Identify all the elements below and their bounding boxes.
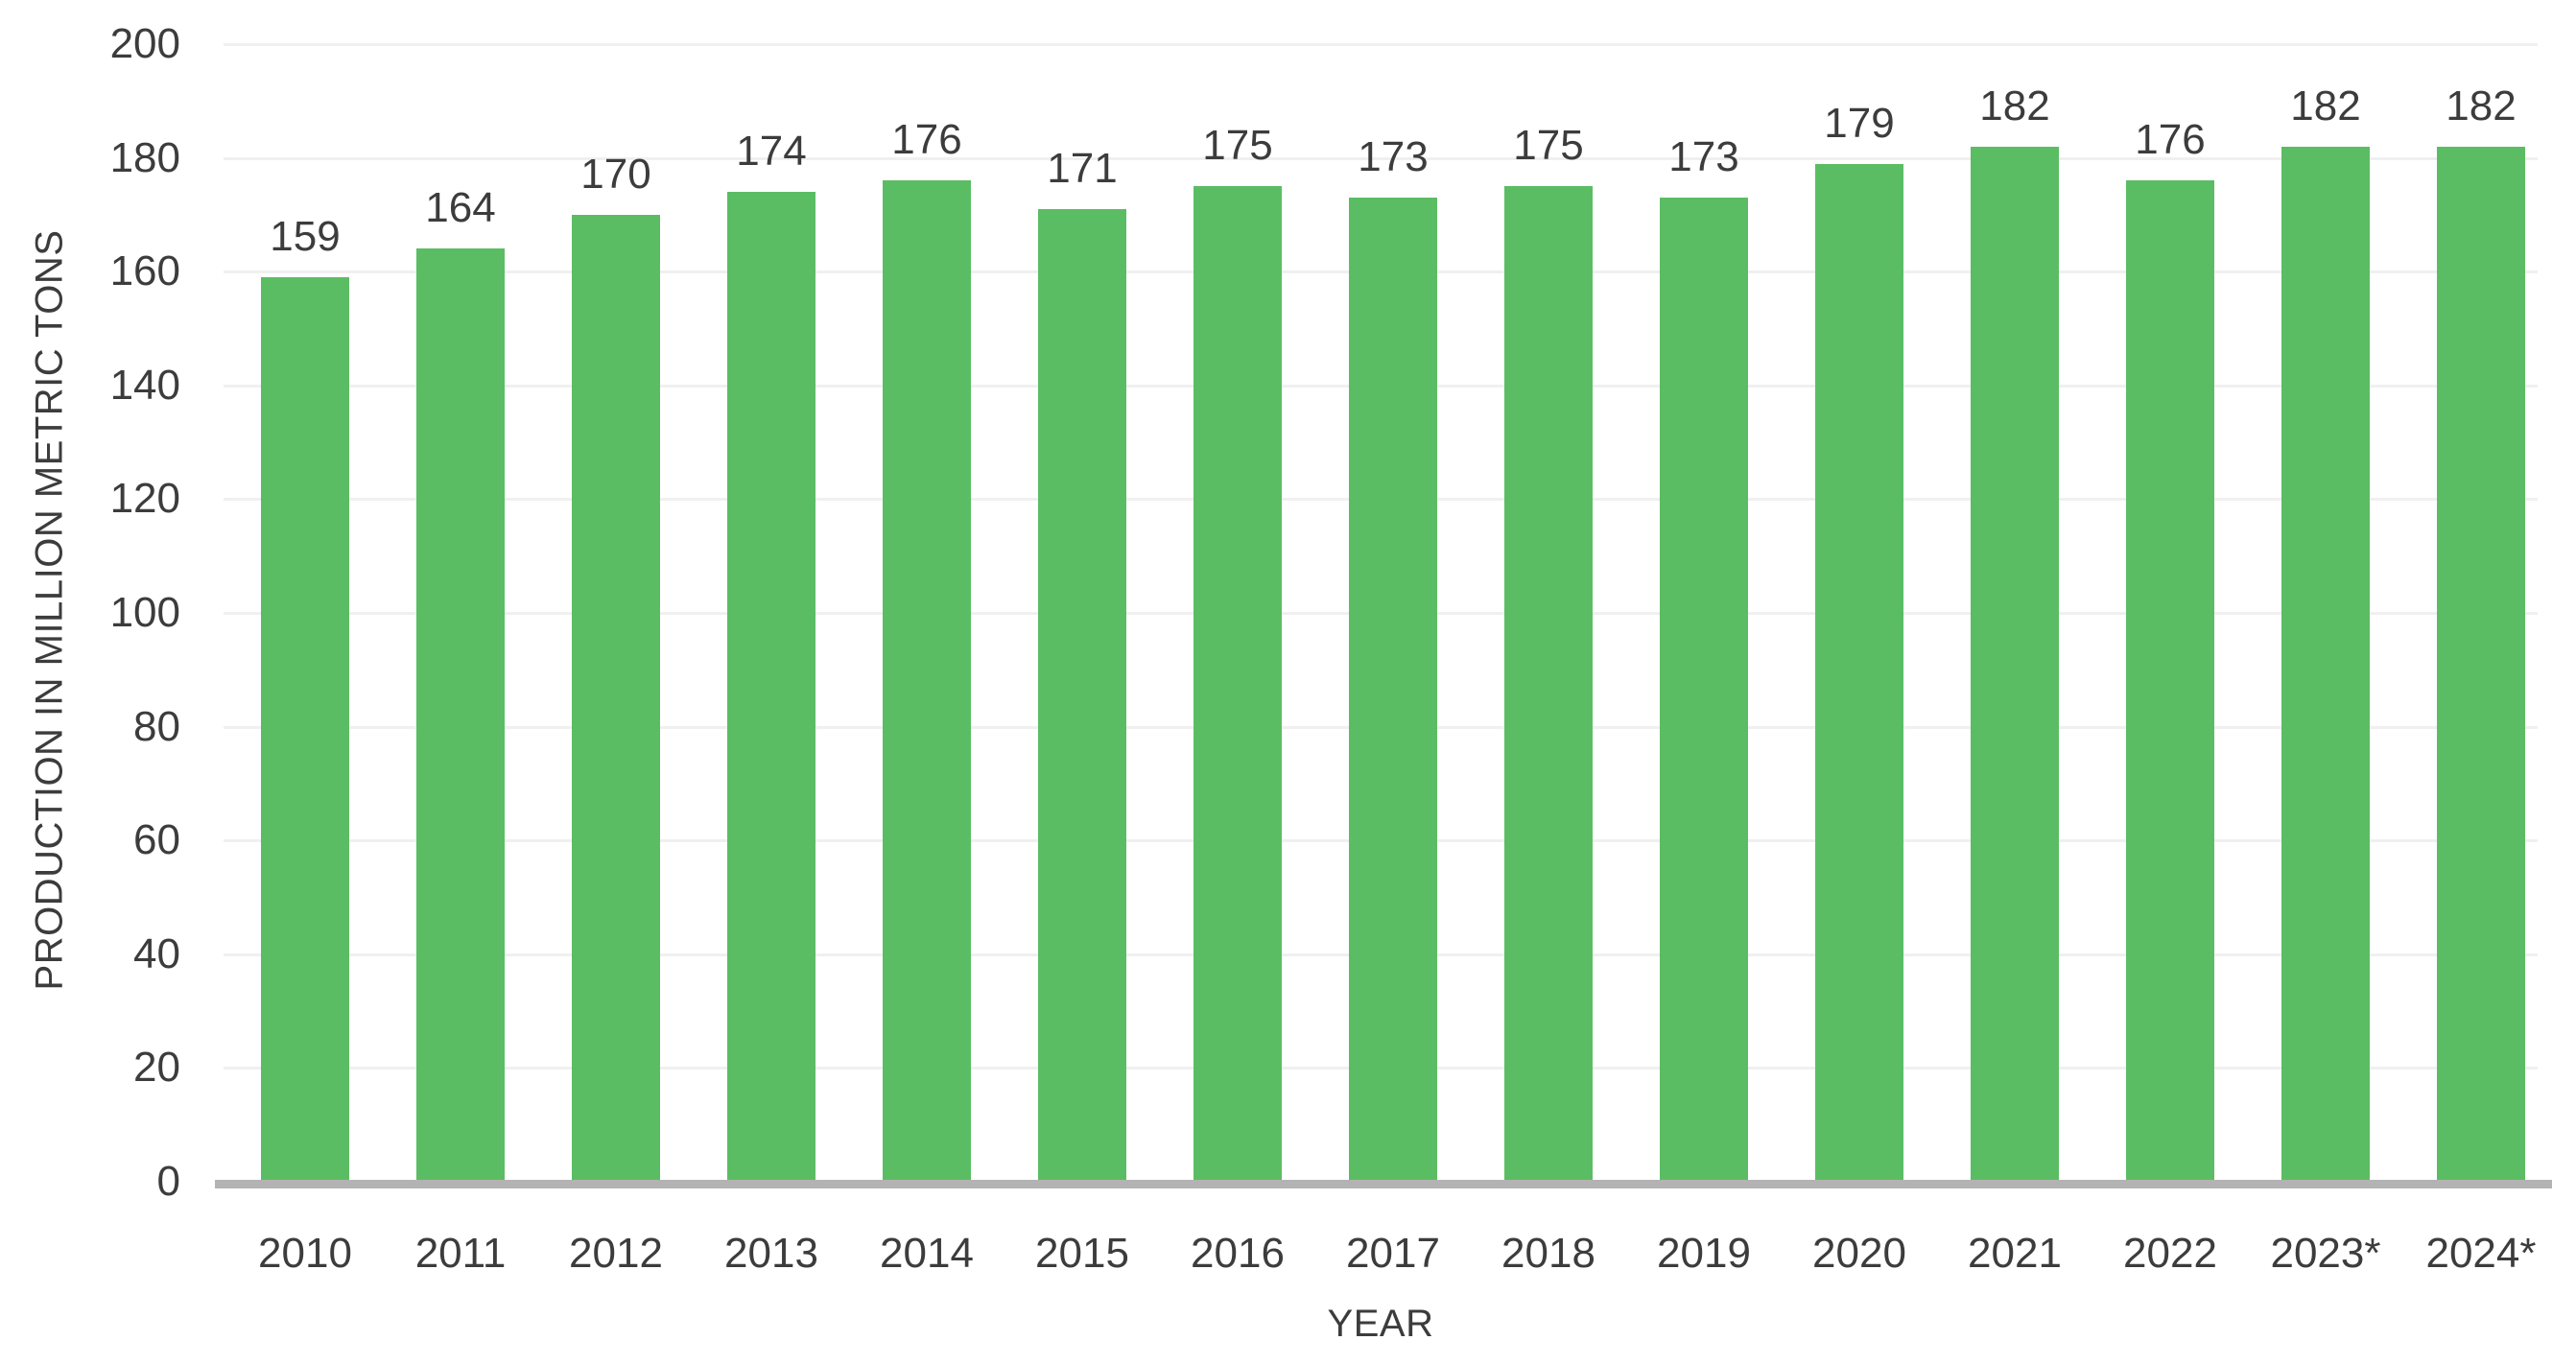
bar-value-label: 176: [2135, 116, 2206, 164]
x-tick-label: 2010: [258, 1230, 352, 1277]
bar-value-label: 164: [425, 184, 496, 232]
x-tick-label: 2019: [1657, 1230, 1751, 1277]
bar-2024*: [2437, 146, 2525, 1182]
x-tick-label: 2023*: [2270, 1230, 2381, 1277]
bar-2012: [572, 214, 660, 1182]
y-tick-label: 0: [156, 1158, 180, 1205]
x-tick-label: 2020: [1812, 1230, 1906, 1277]
y-tick-label: 120: [109, 475, 180, 523]
x-tick-label: 2022: [2123, 1230, 2217, 1277]
y-tick-label: 180: [109, 133, 180, 181]
bar-2018: [1504, 186, 1593, 1182]
y-tick-label: 140: [109, 361, 180, 409]
bar-2016: [1193, 186, 1282, 1182]
bar-value-label: 179: [1824, 99, 1895, 147]
bar-2022: [2126, 180, 2214, 1182]
bar-2017: [1349, 198, 1437, 1182]
bar-value-label: 182: [2446, 82, 2517, 129]
bar-value-label: 175: [1202, 122, 1273, 170]
bar-value-label: 176: [891, 116, 962, 164]
y-tick-label: 40: [133, 929, 180, 977]
x-tick-label: 2016: [1191, 1230, 1285, 1277]
y-tick-label: 80: [133, 702, 180, 750]
bar-value-label: 171: [1047, 144, 1118, 192]
bar-value-label: 175: [1513, 122, 1584, 170]
x-tick-label: 2024*: [2425, 1230, 2537, 1277]
bar-value-label: 173: [1358, 133, 1429, 181]
x-tick-label: 2014: [880, 1230, 974, 1277]
bar-2014: [883, 180, 971, 1182]
x-tick-label: 2011: [414, 1230, 507, 1277]
x-axis-title: YEAR: [1327, 1303, 1434, 1345]
bar-2019: [1660, 198, 1748, 1182]
bar-2021: [1971, 146, 2059, 1182]
x-tick-label: 2017: [1346, 1230, 1440, 1277]
bar-2023*: [2281, 146, 2370, 1182]
x-tick-label: 2013: [724, 1230, 818, 1277]
y-tick-label: 100: [109, 589, 180, 636]
x-tick-label: 2021: [1968, 1230, 2062, 1277]
bar-value-label: 170: [580, 150, 651, 198]
bar-2020: [1815, 163, 1903, 1182]
bar-2013: [727, 192, 815, 1182]
plot-area: 159 164 170 174 176 171 175 173 175 173 179 182 176 1…: [224, 43, 2538, 1182]
bar-2011: [416, 248, 505, 1182]
y-tick-label: 60: [133, 816, 180, 864]
bar-value-label: 159: [270, 213, 341, 261]
y-tick-label: 160: [109, 247, 180, 295]
gridline: [224, 156, 2538, 160]
bar-value-label: 174: [736, 128, 807, 176]
x-tick-label: 2018: [1501, 1230, 1595, 1277]
bar-value-label: 173: [1668, 133, 1739, 181]
bar-value-label: 182: [1979, 82, 2050, 129]
gridline: [224, 43, 2538, 46]
y-tick-label: 200: [109, 20, 180, 67]
bar-value-label: 182: [2290, 82, 2361, 129]
y-tick-label: 20: [133, 1044, 180, 1092]
x-tick-label: 2012: [569, 1230, 663, 1277]
bar-2010: [261, 277, 349, 1182]
bar-2015: [1038, 208, 1126, 1182]
x-tick-label: 2015: [1035, 1230, 1129, 1277]
x-axis-line: [215, 1180, 2552, 1188]
